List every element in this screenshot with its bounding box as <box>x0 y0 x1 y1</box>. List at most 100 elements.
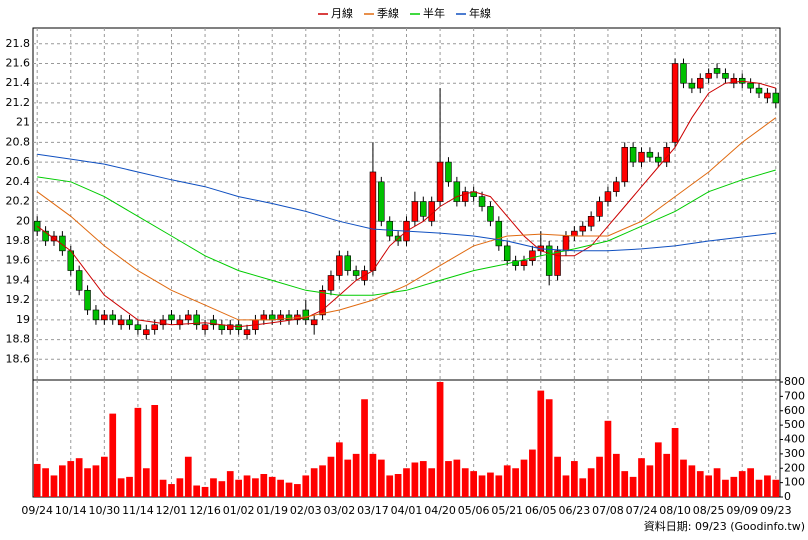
candle-body <box>260 314 268 321</box>
volume-bar <box>554 456 561 497</box>
volume-bar <box>327 456 335 497</box>
volume-bar <box>386 475 394 497</box>
x-tick-label: 04/01 <box>391 504 423 517</box>
candle-body <box>134 324 142 331</box>
candle-body <box>243 329 251 335</box>
candle-body <box>92 309 100 321</box>
candle-body <box>386 220 393 237</box>
candle-body <box>201 324 209 331</box>
volume-bar <box>75 458 83 497</box>
volume-bar <box>59 465 66 497</box>
candle-body <box>143 329 150 335</box>
x-tick-label: 05/21 <box>491 504 523 517</box>
candle-body <box>310 319 318 326</box>
volume-bar <box>453 459 461 497</box>
legend-label: 季線 <box>377 6 399 20</box>
y-tick-label: 19.2 <box>6 293 31 306</box>
candle-body <box>369 171 377 271</box>
candle-body <box>764 92 771 99</box>
x-tick-label: 06/23 <box>559 504 591 517</box>
volume-bar <box>403 468 410 497</box>
candle-body <box>587 216 595 227</box>
y-tick-label: 19.8 <box>6 234 31 247</box>
y-tick-label: 19 <box>16 313 30 326</box>
candle-body <box>671 63 679 143</box>
y-tick-label: 18.6 <box>6 352 31 365</box>
volume-bar <box>33 463 41 497</box>
volume-bar <box>495 475 503 497</box>
x-tick-label: 07/24 <box>626 504 658 517</box>
volume-bar <box>142 468 150 497</box>
volume-bar <box>612 453 620 497</box>
candle-body <box>503 245 511 261</box>
volume-bar <box>310 468 318 497</box>
x-tick-label: 12/01 <box>156 504 188 517</box>
candle-body <box>168 314 175 321</box>
volume-bar <box>436 382 444 497</box>
volume-bar <box>92 465 100 497</box>
volume-bar <box>738 471 746 497</box>
candle-body <box>487 206 494 222</box>
candle-body <box>378 181 385 222</box>
volume-bar <box>260 474 268 497</box>
y-tick-label: 21.8 <box>6 37 31 50</box>
candle-body <box>613 181 620 192</box>
volume-bar <box>663 453 671 497</box>
volume-bar <box>67 461 75 497</box>
volume-bar <box>696 471 704 497</box>
candle-body <box>319 289 326 316</box>
candle-body <box>445 161 452 183</box>
volume-bar <box>42 468 49 497</box>
volume-bar <box>537 390 545 497</box>
volume-bar <box>671 428 679 497</box>
volume-bar <box>218 481 226 497</box>
volume-bar <box>545 399 553 497</box>
candle-body <box>478 196 486 207</box>
volume-bar <box>394 474 402 497</box>
candle-body <box>697 77 704 89</box>
volume-bar <box>226 471 234 497</box>
volume-bar <box>176 478 184 497</box>
volume-bar <box>335 442 343 497</box>
candle-body <box>730 77 738 84</box>
candle-body <box>562 235 570 252</box>
legend-label: 月線 <box>331 6 353 20</box>
candle-body <box>545 245 553 276</box>
candle-body <box>268 314 276 321</box>
volume-bar <box>50 475 58 497</box>
candle-body <box>713 68 721 74</box>
candle-body <box>579 225 586 232</box>
volume-bar <box>134 407 142 497</box>
candle-body <box>33 220 41 232</box>
candle-body <box>227 324 234 331</box>
volume-bar <box>151 405 159 497</box>
volume-bar <box>772 479 780 497</box>
volume-bar <box>470 471 478 497</box>
ma-line <box>37 169 776 296</box>
volume-bar <box>352 453 360 497</box>
volume-bar <box>159 479 167 497</box>
candle-body <box>42 230 49 242</box>
volume-tick-label: 400 <box>784 433 805 446</box>
candle-body <box>159 319 167 326</box>
volume-bar <box>109 413 117 497</box>
volume-tick-label: 600 <box>784 404 805 417</box>
volume-bar <box>210 478 217 497</box>
volume-tick-label: 800 <box>784 375 805 388</box>
volume-bar <box>596 456 603 497</box>
candle-body <box>285 314 293 321</box>
x-tick-label: 09/23 <box>760 504 792 517</box>
y-tick-label: 21.4 <box>6 76 31 89</box>
volume-bar <box>713 468 721 497</box>
candle-body <box>571 230 578 237</box>
volume-bar <box>722 479 729 497</box>
candle-body <box>554 250 561 276</box>
candle-body <box>680 63 687 84</box>
candle-body <box>663 147 670 163</box>
x-tick-label: 04/20 <box>424 504 456 517</box>
candle-body <box>336 255 343 276</box>
candle-body <box>688 82 696 89</box>
volume-bar <box>445 461 452 497</box>
candle-body <box>302 309 310 321</box>
footnote: 資料日期: 09/23 (Goodinfo.tw) <box>644 519 805 533</box>
